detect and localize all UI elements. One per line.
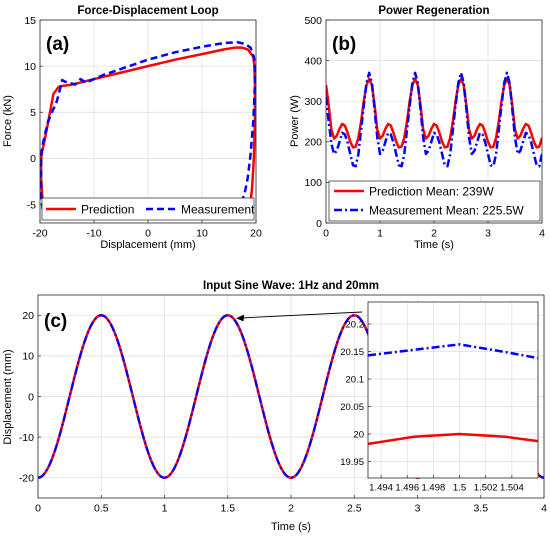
panel-a-xtick-label: 10 xyxy=(196,228,208,240)
panel-c-xtick-label: 4 xyxy=(541,503,547,515)
panel-c-xtick-label: 3 xyxy=(415,503,421,515)
inset-series-measurement-line xyxy=(368,343,538,360)
inset-series-prediction-line xyxy=(368,432,538,446)
panel-c-ytick-label: 10 xyxy=(22,351,34,363)
panel-a-series-measurement-line xyxy=(40,40,256,218)
panel-c-xtick-label: 2 xyxy=(288,503,294,515)
panel-a-xtick-label: 0 xyxy=(145,228,151,240)
panel-b-label: (b) xyxy=(332,34,356,55)
panel-b-ytick-label: 500 xyxy=(304,15,322,27)
panel-a-legend: Prediction Measurement xyxy=(41,197,255,221)
panel-a-xtick-label: -20 xyxy=(32,228,47,240)
panel-b-ytick-label: 300 xyxy=(304,96,322,108)
panel-b-ytick-label: 400 xyxy=(304,55,322,67)
zoom-inset: 1.494 1.496 1.498 1.5 1.502 1.504 19.95 20 20.05… xyxy=(340,301,539,494)
panel-c-title: Input Sine Wave: 1Hz and 20mm xyxy=(203,280,379,292)
panel-a-title: Force-Displacement Loop xyxy=(77,5,218,17)
panel-a-ytick-label: 10 xyxy=(24,61,36,73)
panel-a-ytick-label: 0 xyxy=(30,153,36,165)
panel-c-ticks: 0 0.5 1 1.5 2 2.5 3 3.5 4 -20 -10 0 10 20 xyxy=(19,310,547,514)
panel-c-ytick-label: -10 xyxy=(19,432,34,444)
inset-xtick-label: 1.494 xyxy=(369,483,393,494)
panel-c-xtick-label: 2.5 xyxy=(347,503,362,515)
inset-ytick-label: 20.05 xyxy=(340,402,364,413)
panel-b-ytick-label: 0 xyxy=(316,218,322,230)
panel-c-xlabel: Time (s) xyxy=(271,521,311,533)
panel-c-xtick-label: 0 xyxy=(35,503,41,515)
panel-b-xtick-label: 2 xyxy=(431,228,437,240)
inset-series xyxy=(368,343,538,446)
zoom-arrow-head xyxy=(236,314,244,322)
panel-b-legend-prediction-label: Prediction Mean: 239W xyxy=(369,185,494,199)
panel-c-xtick-label: 3.5 xyxy=(473,503,488,515)
inset-ytick-label: 20.15 xyxy=(340,347,364,358)
inset-xtick-label: 1.496 xyxy=(395,483,419,494)
inset-plot-area xyxy=(368,302,538,478)
panel-c-xtick-label: 1 xyxy=(162,503,168,515)
panel-c-axes-box xyxy=(37,294,545,499)
inset-ticks: 1.494 1.496 1.498 1.5 1.502 1.504 19.95 20 20.05… xyxy=(340,319,524,493)
inset-ytick-label: 20 xyxy=(353,429,364,440)
panel-b-series-measurement-line xyxy=(326,71,542,168)
panel-c-ytick-label: 20 xyxy=(22,310,34,322)
panel-a-axes-box xyxy=(39,19,257,224)
panel-b-xtick-label: 4 xyxy=(539,228,545,240)
panel-b-ticks: 0 1 2 3 4 0 100 200 300 400 500 xyxy=(304,15,545,240)
inset-xtick-label: 1.5 xyxy=(453,483,466,494)
panel-b-ylabel: Power (W) xyxy=(289,95,301,147)
panel-a-legend-prediction-label: Prediction xyxy=(81,203,134,217)
panel-c-xtick-label: 1.5 xyxy=(220,503,235,515)
inset-ytick-label: 20.2 xyxy=(346,319,365,330)
panel-a-xtick-label: -10 xyxy=(86,228,101,240)
panel-c: Input Sine Wave: 1Hz and 20mm 0 0.5 1 1.5 2 2… xyxy=(2,280,547,533)
inset-xtick-label: 1.498 xyxy=(421,483,445,494)
panel-b-xtick-label: 3 xyxy=(485,228,491,240)
inset-ytick-label: 20.1 xyxy=(346,374,365,385)
panel-c-xtick-label: 0.5 xyxy=(94,503,109,515)
panel-b-xtick-label: 1 xyxy=(377,228,383,240)
panel-c-ylabel: Displacement (mm) xyxy=(2,349,14,444)
panel-c-ytick-label: 0 xyxy=(28,391,34,403)
inset-xtick-label: 1.502 xyxy=(474,483,498,494)
panel-b-legend-measurement-label: Measurement Mean: 225.5W xyxy=(369,204,524,218)
panel-b-ytick-label: 200 xyxy=(304,137,322,149)
panel-b-legend-box xyxy=(328,180,541,222)
panel-a-ytick-label: 5 xyxy=(30,107,36,119)
panel-b-xtick-label: 0 xyxy=(323,228,329,240)
zoom-arrow-line xyxy=(240,311,363,319)
panel-b-ytick-label: 100 xyxy=(304,177,322,189)
panel-a: Force-Displacement Loop -20 -10 0 10 20 -5 0 5 1… xyxy=(2,5,262,251)
inset-xtick-label: 1.504 xyxy=(500,483,524,494)
panel-a-label: (a) xyxy=(46,34,69,55)
panel-b-series xyxy=(326,71,542,168)
panel-c-label: (c) xyxy=(44,311,67,332)
panel-c-ytick-label: -20 xyxy=(19,472,34,484)
panel-b-title: Power Regeneration xyxy=(378,5,489,17)
panel-a-xlabel: Displacement (mm) xyxy=(100,239,195,251)
inset-ytick-label: 19.95 xyxy=(340,457,364,468)
panel-b-axes-box xyxy=(325,19,543,224)
panel-a-ylabel: Force (kN) xyxy=(2,95,14,147)
panel-a-legend-measurement-label: Measurement xyxy=(181,203,255,217)
inset-axes-box xyxy=(367,301,539,479)
panel-a-ytick-label: -5 xyxy=(27,199,36,211)
panel-b-legend: Prediction Mean: 239W Measurement Mean: … xyxy=(328,180,541,222)
panel-b-xlabel: Time (s) xyxy=(414,239,454,251)
panel-b: Power Regeneration 0 1 2 3 4 0 100 200 300 400 500… xyxy=(289,5,545,251)
panel-a-ytick-label: 15 xyxy=(24,15,36,27)
panel-a-xtick-label: 20 xyxy=(250,228,262,240)
